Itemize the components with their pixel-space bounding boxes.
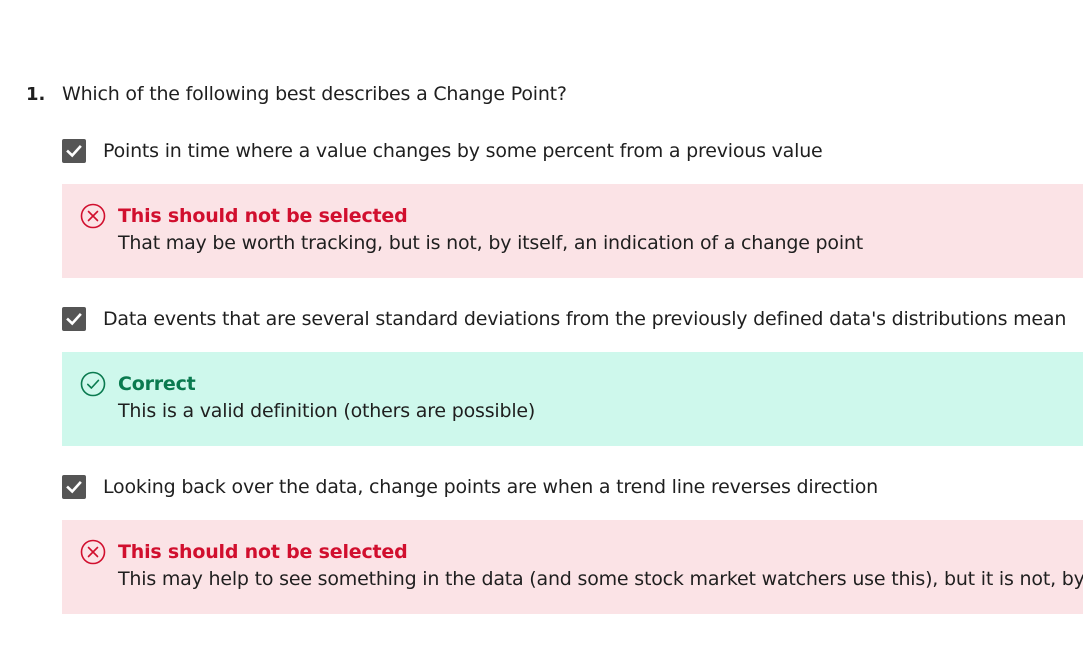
- circle-x-icon: [80, 539, 106, 565]
- option-2-checkbox[interactable]: [62, 307, 86, 331]
- option-1-checkbox[interactable]: [62, 139, 86, 163]
- option-3-label: Looking back over the data, change point…: [103, 476, 879, 498]
- checkmark-icon: [66, 480, 82, 494]
- circle-check-icon: [80, 371, 106, 397]
- option-3[interactable]: Looking back over the data, change point…: [62, 474, 878, 500]
- option-3-checkbox[interactable]: [62, 475, 86, 499]
- option-1-feedback: This should not be selected That may be …: [62, 184, 1083, 278]
- checkmark-icon: [66, 144, 82, 158]
- quiz-question: 1. Which of the following best describes…: [26, 83, 1083, 614]
- option-2-label: Data events that are several standard de…: [103, 308, 1067, 330]
- option-3-feedback-body: This may help to see something in the da…: [118, 568, 1083, 590]
- option-1-feedback-body: That may be worth tracking, but is not, …: [118, 232, 864, 254]
- question-number: 1.: [26, 84, 46, 105]
- option-2[interactable]: Data events that are several standard de…: [62, 306, 1066, 332]
- question-header: 1. Which of the following best describes…: [26, 83, 1083, 109]
- option-3-feedback: This should not be selected This may hel…: [62, 520, 1083, 614]
- circle-x-icon: [80, 203, 106, 229]
- option-1-feedback-title: This should not be selected: [118, 205, 408, 227]
- option-1[interactable]: Points in time where a value changes by …: [62, 138, 823, 164]
- option-2-feedback: Correct This is a valid definition (othe…: [62, 352, 1083, 446]
- option-3-feedback-title: This should not be selected: [118, 541, 408, 563]
- question-text: Which of the following best describes a …: [62, 83, 567, 105]
- checkmark-icon: [66, 312, 82, 326]
- option-2-feedback-title: Correct: [118, 373, 196, 395]
- option-1-label: Points in time where a value changes by …: [103, 140, 823, 162]
- option-2-feedback-body: This is a valid definition (others are p…: [118, 400, 536, 422]
